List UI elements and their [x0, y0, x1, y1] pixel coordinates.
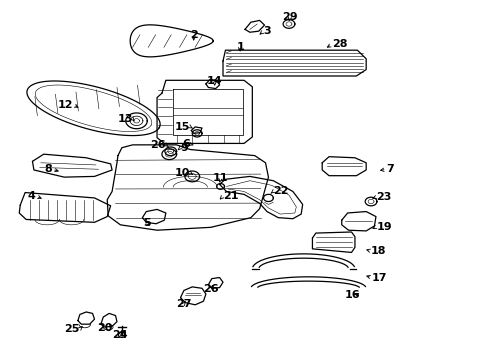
Text: 1: 1 [236, 42, 244, 52]
Text: 14: 14 [207, 76, 222, 86]
Text: 26: 26 [203, 284, 219, 294]
Text: 15: 15 [175, 122, 190, 132]
Text: 4: 4 [28, 191, 36, 201]
Text: 18: 18 [371, 246, 387, 256]
Text: 10: 10 [175, 168, 190, 178]
Text: 24: 24 [113, 330, 128, 340]
Text: 3: 3 [264, 26, 271, 36]
Text: 27: 27 [176, 299, 192, 309]
Text: 12: 12 [57, 100, 73, 110]
Text: 8: 8 [44, 164, 52, 174]
Text: 21: 21 [223, 191, 239, 201]
Text: 28: 28 [332, 40, 347, 49]
Text: 29: 29 [282, 12, 298, 22]
Text: 6: 6 [182, 139, 190, 149]
Text: 2: 2 [190, 30, 197, 40]
Text: 7: 7 [387, 164, 394, 174]
Text: 11: 11 [213, 173, 228, 183]
Text: 13: 13 [117, 114, 133, 124]
Text: 5: 5 [144, 218, 151, 228]
Text: 9: 9 [180, 143, 188, 153]
Text: 23: 23 [376, 192, 392, 202]
Text: 16: 16 [344, 291, 360, 301]
Text: 17: 17 [372, 273, 388, 283]
Text: 25: 25 [65, 324, 80, 334]
Text: 20: 20 [97, 323, 112, 333]
Text: 22: 22 [273, 186, 289, 197]
Text: 26: 26 [150, 140, 166, 150]
Text: 19: 19 [377, 222, 392, 231]
